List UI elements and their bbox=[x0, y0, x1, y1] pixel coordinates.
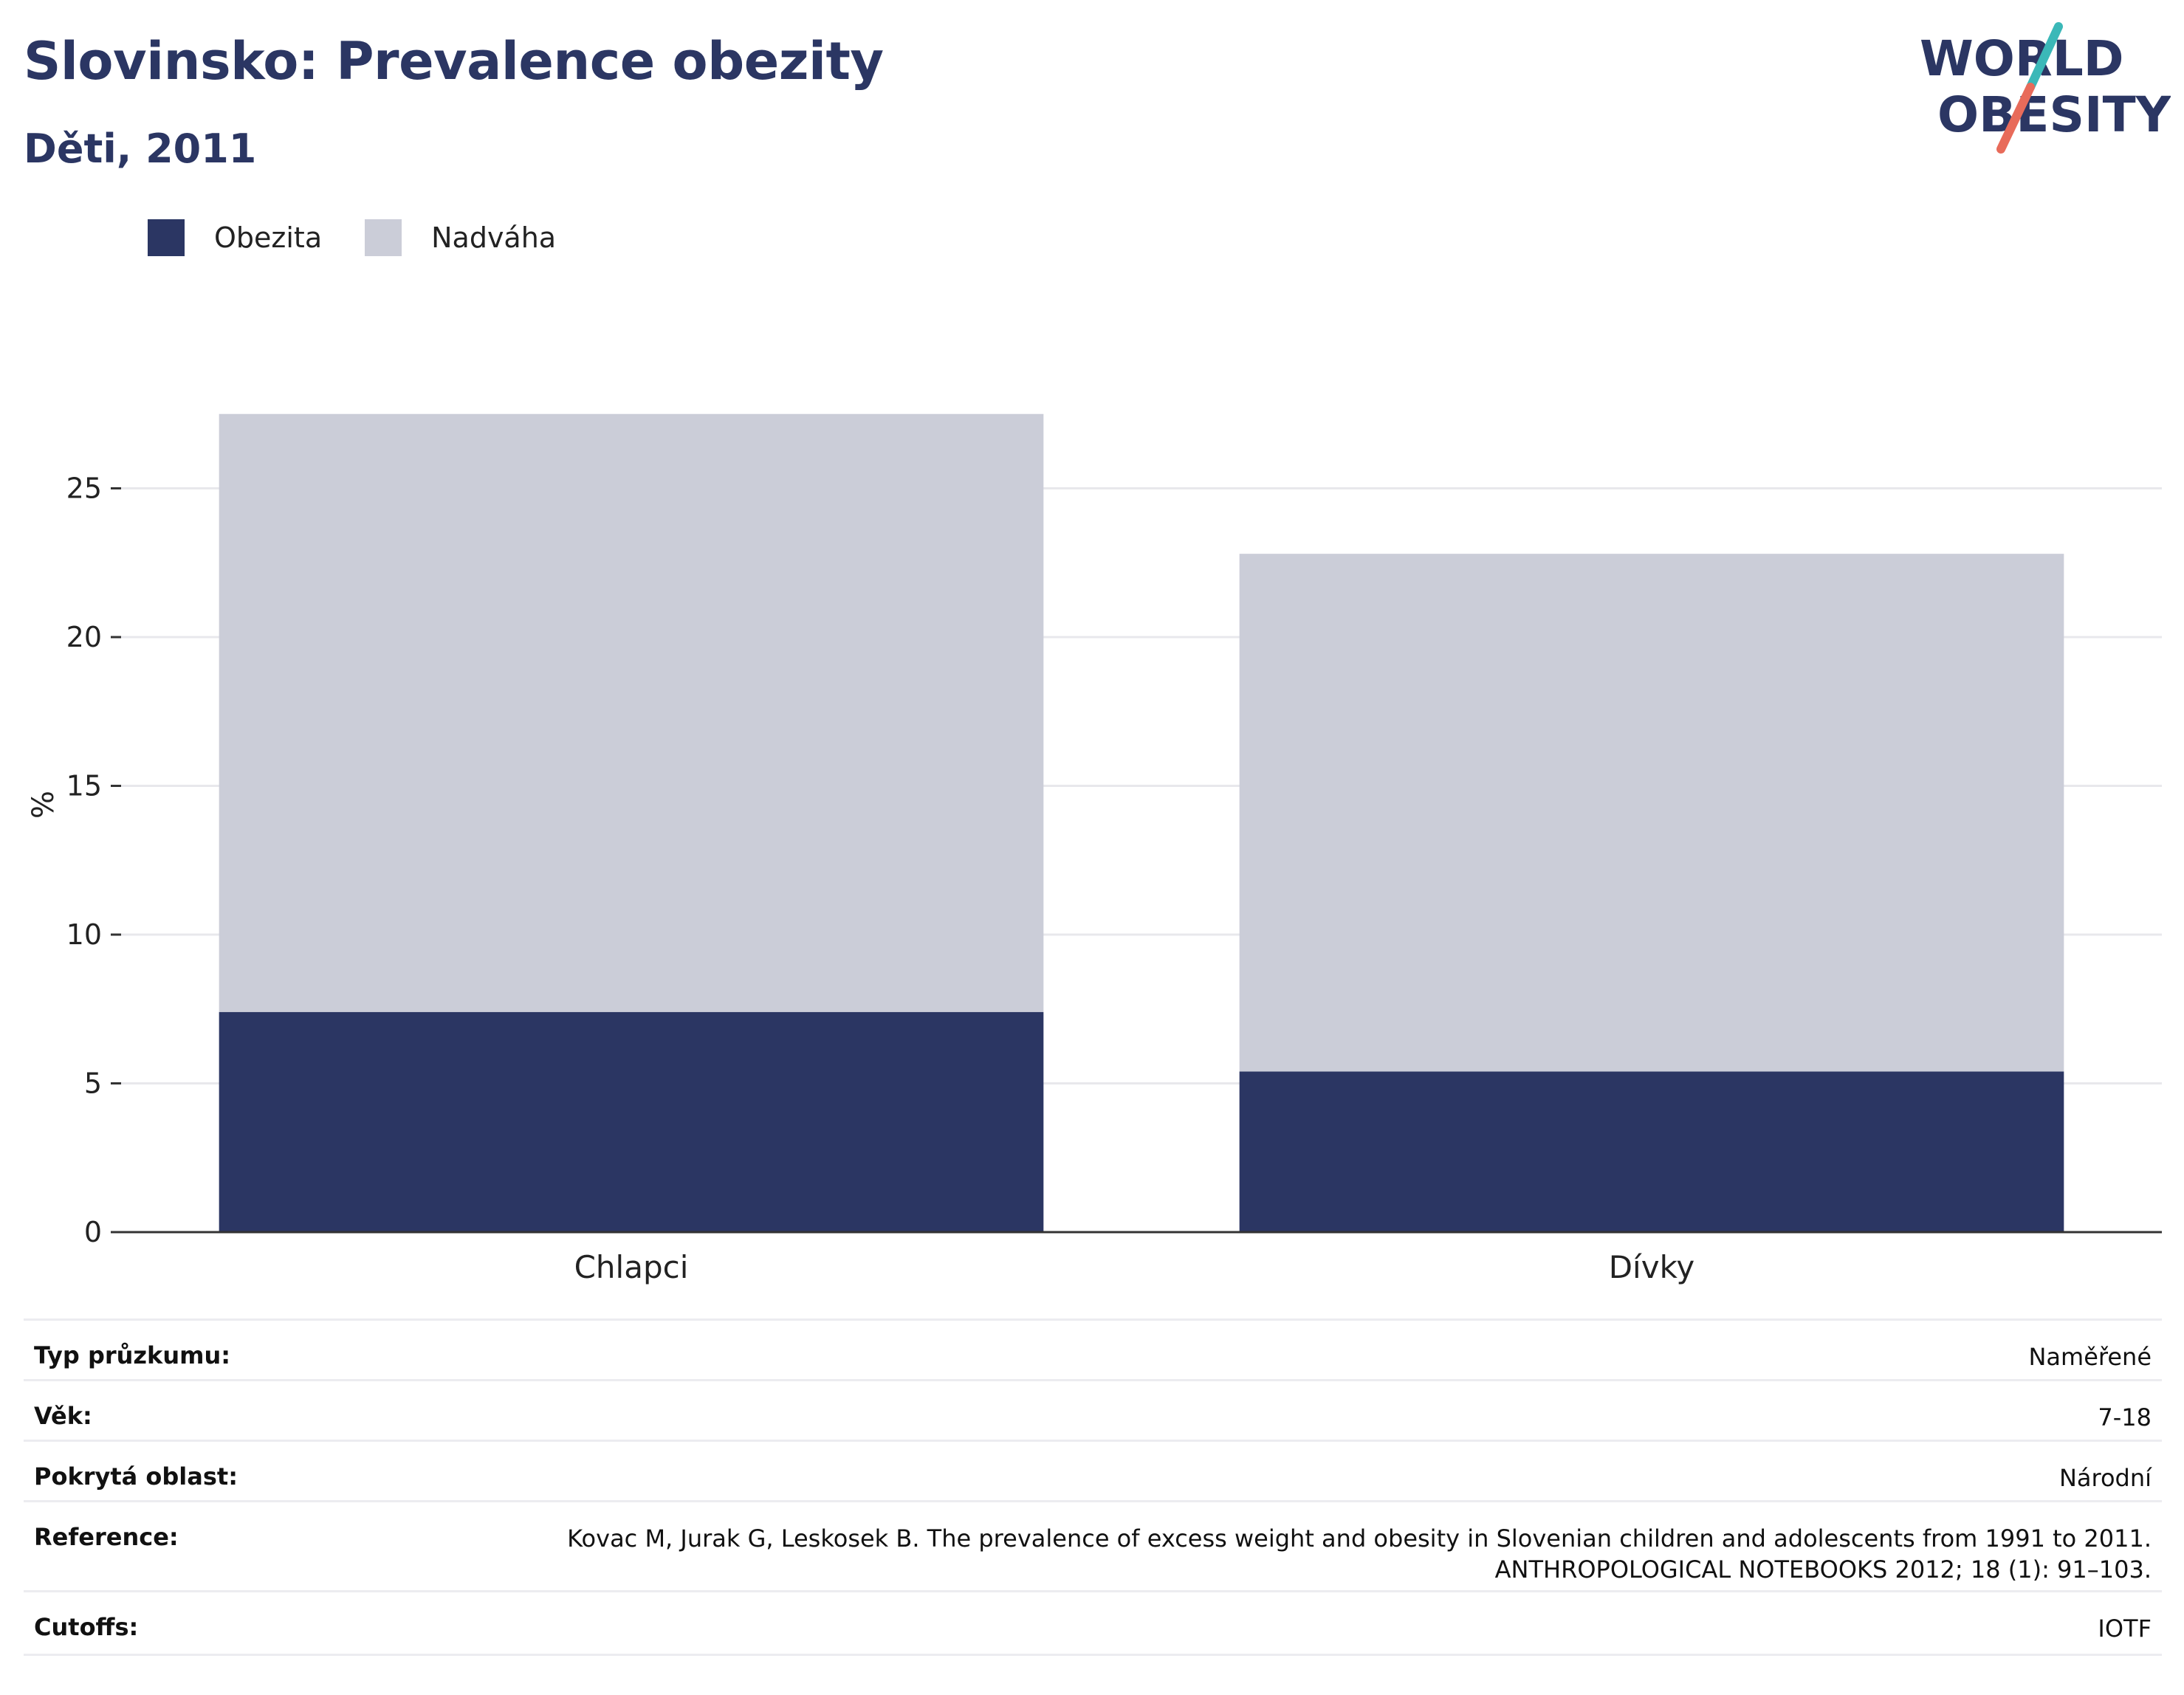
info-label: Cutoffs: bbox=[34, 1613, 139, 1641]
info-label: Reference: bbox=[34, 1523, 179, 1551]
info-value-line: Kovac M, Jurak G, Leskosek B. The preval… bbox=[567, 1524, 2152, 1553]
y-tick-label-20: 20 bbox=[66, 621, 102, 653]
legend-label-nadvaha: Nadváha bbox=[431, 221, 557, 254]
info-value-line: ANTHROPOLOGICAL NOTEBOOKS 2012; 18 (1): … bbox=[1494, 1555, 2152, 1584]
logo-text-line2: OBESITY bbox=[1937, 86, 2171, 143]
y-tick-label-5: 5 bbox=[84, 1067, 102, 1100]
info-value: Kovac M, Jurak G, Leskosek B. The preval… bbox=[567, 1523, 2152, 1585]
bar-chlapci-nadváha bbox=[219, 413, 1044, 1012]
info-row: Typ průzkumu: Naměřené bbox=[24, 1321, 2162, 1381]
logo-text-line1: WORLD bbox=[1920, 30, 2124, 87]
info-value: Národní bbox=[2059, 1462, 2152, 1493]
y-tick-label-10: 10 bbox=[66, 918, 102, 951]
legend-label-obezita: Obezita bbox=[214, 221, 323, 254]
page-title: Slovinsko: Prevalence obezity bbox=[24, 31, 884, 92]
info-value-line: Naměřené bbox=[2028, 1343, 2152, 1371]
info-row: Pokrytá oblast: Národní bbox=[24, 1442, 2162, 1502]
info-value: 7-18 bbox=[2098, 1402, 2152, 1433]
info-value: Naměřené bbox=[2028, 1341, 2152, 1372]
bar-dívky-nadváha bbox=[1239, 554, 2064, 1072]
world-obesity-logo: WORLD OBESITY bbox=[1920, 22, 2171, 154]
info-row: Cutoffs: IOTF bbox=[24, 1592, 2162, 1656]
legend-item-nadvaha[interactable]: Nadváha bbox=[365, 219, 556, 256]
info-label: Pokrytá oblast: bbox=[34, 1462, 238, 1491]
info-row: Věk: 7-18 bbox=[24, 1381, 2162, 1442]
info-label: Věk: bbox=[34, 1402, 92, 1430]
info-table: Typ průzkumu: Naměřené Věk: 7-18 Pokrytá obl… bbox=[24, 1318, 2162, 1656]
info-row: Reference: Kovac M, Jurak G, Leskosek B. … bbox=[24, 1502, 2162, 1592]
bar-chlapci-obezita bbox=[219, 1011, 1044, 1232]
y-tick-label-0: 0 bbox=[84, 1216, 102, 1248]
page-subtitle: Děti, 2011 bbox=[24, 126, 257, 172]
chart-legend: Obezita Nadváha bbox=[148, 219, 599, 257]
y-tick-label-25: 25 bbox=[66, 472, 102, 505]
info-value-line: IOTF bbox=[2098, 1615, 2152, 1643]
logo-slash-teal bbox=[2026, 22, 2063, 92]
x-tick-label-0: Chlapci bbox=[574, 1249, 689, 1285]
legend-item-obezita[interactable]: Obezita bbox=[148, 219, 322, 256]
legend-swatch-obezita bbox=[148, 219, 185, 256]
bar-dívky-obezita bbox=[1239, 1071, 2064, 1232]
info-value-line: Národní bbox=[2058, 1464, 2152, 1492]
x-tick-label-1: Dívky bbox=[1609, 1249, 1695, 1285]
logo-slash-coral bbox=[1996, 83, 2035, 154]
legend-swatch-nadvaha bbox=[365, 219, 402, 256]
y-axis-label: % bbox=[27, 791, 61, 819]
info-label: Typ průzkumu: bbox=[34, 1341, 231, 1369]
y-tick-label-15: 15 bbox=[66, 770, 102, 802]
info-value-line: 7-18 bbox=[2098, 1403, 2152, 1431]
bar-chart: 0 5 10 15 20 25% Chlapci Dívky bbox=[27, 413, 2162, 1285]
info-value: IOTF bbox=[2098, 1613, 2152, 1644]
